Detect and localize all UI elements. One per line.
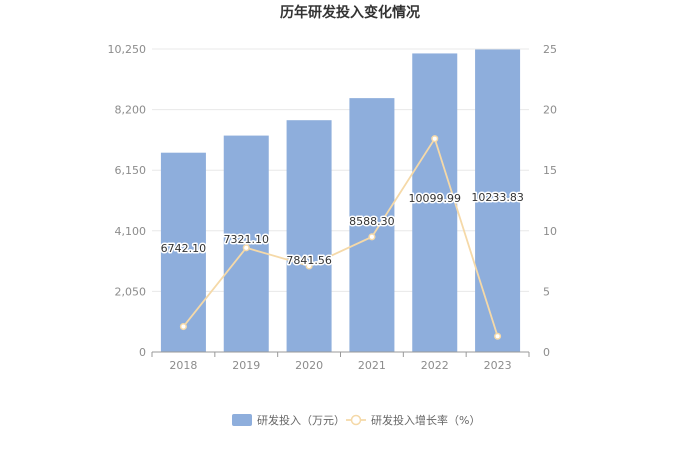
bar-value-label: 8588.30 [349, 215, 395, 228]
axes: 0 0 2,050 5 4,100 10 6,150 15 8,200 20 10,250 25 201… [108, 43, 558, 372]
y-left-tick-label: 4,100 [115, 225, 147, 238]
growth-line [179, 135, 502, 340]
growth-point[interactable] [305, 262, 313, 270]
bar-value-label: 7841.56 [286, 254, 332, 267]
growth-point[interactable] [431, 135, 439, 143]
y-left-tick-label: 8,200 [115, 104, 147, 117]
bar-value-label: 6742.10 [161, 242, 207, 255]
bars [160, 49, 521, 353]
bar[interactable] [412, 53, 458, 352]
x-tick-label: 2020 [295, 359, 323, 372]
legend-swatch-marker [350, 414, 362, 426]
growth-line-path [182, 136, 499, 337]
y-right-tick-label: 0 [543, 346, 550, 359]
legend-label: 研发投入增长率（%） [371, 413, 480, 427]
y-right-tick-label: 5 [543, 285, 550, 298]
y-right-tick-label: 20 [543, 104, 557, 117]
chart-title: 历年研发投入变化情况 [280, 4, 420, 21]
growth-point[interactable] [179, 322, 187, 331]
bar-value-label: 10233.83 [471, 191, 524, 204]
y-left-tick-label: 0 [139, 346, 146, 359]
bar-value-label: 10099.99 [409, 192, 462, 205]
bar-value-label: 7321.10 [224, 233, 270, 246]
bar[interactable] [223, 135, 269, 352]
legend-item-rd-investment[interactable]: 研发投入（万元） [232, 413, 345, 427]
y-right-tick-label: 25 [543, 43, 557, 56]
legend-swatch-bar [232, 414, 252, 426]
y-left-tick-label: 2,050 [115, 285, 147, 298]
x-tick-label: 2022 [421, 359, 449, 372]
x-tick-label: 2021 [358, 359, 386, 372]
y-right-tick-label: 15 [543, 164, 557, 177]
bar[interactable] [160, 152, 206, 352]
y-right-tick-label: 10 [543, 225, 557, 238]
legend-item-growth-rate[interactable]: 研发投入增长率（%） [346, 413, 480, 427]
legend-label: 研发投入（万元） [257, 413, 345, 427]
value-labels: 6742.10 7321.10 7841.56 8588.30 10099.99 1023… [159, 190, 525, 269]
growth-point[interactable] [494, 332, 502, 340]
bar[interactable] [286, 120, 332, 353]
bar[interactable] [475, 49, 521, 353]
growth-point[interactable] [368, 233, 376, 241]
y-left-tick-label: 6,150 [115, 164, 147, 177]
y-left-tick-label: 10,250 [108, 43, 147, 56]
gridlines [152, 48, 529, 292]
legend[interactable]: 研发投入（万元） 研发投入增长率（%） [232, 413, 480, 427]
x-tick-label: 2023 [484, 359, 512, 372]
bar[interactable] [349, 98, 395, 352]
x-tick-label: 2018 [169, 359, 197, 372]
growth-point[interactable] [242, 244, 250, 252]
x-tick-label: 2019 [232, 359, 260, 372]
